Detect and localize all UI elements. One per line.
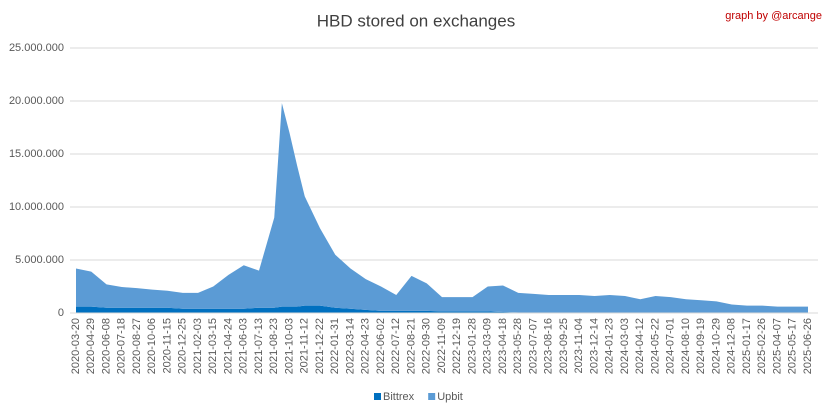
x-tick-label: 2021-03-15 <box>207 318 219 374</box>
y-tick-label: 10.000.000 <box>9 201 64 213</box>
x-tick-label: 2024-01-23 <box>604 318 616 374</box>
x-tick-label: 2025-06-26 <box>802 318 814 374</box>
annotation: graph by @arcange <box>725 10 822 22</box>
x-tick-label: 2021-07-13 <box>253 318 265 374</box>
legend-label: Bittrex <box>383 391 415 403</box>
x-tick-label: 2021-11-12 <box>299 318 311 373</box>
x-tick-label: 2024-10-29 <box>710 318 722 374</box>
x-tick-label: 2023-08-16 <box>543 318 555 374</box>
x-tick-label: 2022-08-21 <box>405 318 417 374</box>
x-tick-label: 2023-09-25 <box>558 318 570 374</box>
x-tick-label: 2022-04-23 <box>360 318 372 374</box>
x-tick-label: 2024-07-01 <box>665 318 677 374</box>
x-tick-label: 2020-08-27 <box>131 318 143 374</box>
y-tick-label: 0 <box>58 307 64 319</box>
x-tick-label: 2020-04-29 <box>85 318 97 374</box>
x-tick-label: 2024-03-03 <box>619 318 631 374</box>
x-tick-label: 2020-12-25 <box>177 318 189 374</box>
x-tick-label: 2022-12-19 <box>451 318 463 374</box>
x-tick-label: 2023-03-09 <box>482 318 494 374</box>
x-tick-label: 2020-06-08 <box>100 318 112 374</box>
x-tick-label: 2025-02-26 <box>756 318 768 374</box>
x-tick-label: 2024-09-19 <box>695 318 707 374</box>
x-tick-label: 2020-07-18 <box>116 318 128 374</box>
area <box>76 103 808 313</box>
x-tick-label: 2022-11-09 <box>436 318 448 373</box>
y-tick-label: 5.000.000 <box>15 254 64 266</box>
y-tick-label: 15.000.000 <box>9 148 64 160</box>
x-tick-label: 2022-09-30 <box>421 318 433 374</box>
x-tick-label: 2024-12-08 <box>726 318 738 374</box>
x-tick-label: 2023-04-18 <box>497 318 509 374</box>
x-tick-label: 2021-06-03 <box>238 318 250 374</box>
x-tick-label: 2023-01-28 <box>466 318 478 374</box>
y-tick-label: 25.000.000 <box>9 42 64 54</box>
x-tick-label: 2021-02-03 <box>192 318 204 374</box>
x-tick-label: 2021-10-03 <box>283 318 295 374</box>
x-tick-label: 2022-07-12 <box>390 318 402 374</box>
x-tick-label: 2025-01-17 <box>741 318 753 374</box>
x-tick-label: 2021-08-23 <box>268 318 280 374</box>
x-tick-label: 2023-05-28 <box>512 318 524 374</box>
legend-label: Upbit <box>437 391 463 403</box>
x-tick-label: 2022-03-14 <box>344 318 356 374</box>
area <box>76 305 808 313</box>
x-tick-label: 2024-08-10 <box>680 318 692 374</box>
x-tick-label: 2020-03-20 <box>70 318 82 374</box>
x-tick-label: 2024-04-12 <box>634 318 646 374</box>
x-tick-label: 2021-04-24 <box>222 318 234 374</box>
y-tick-label: 20.000.000 <box>9 95 64 107</box>
x-tick-label: 2020-11-15 <box>161 318 173 373</box>
x-tick-label: 2020-10-06 <box>146 318 158 374</box>
x-tick-label: 2025-05-17 <box>787 318 799 374</box>
x-tick-label: 2025-04-07 <box>771 318 783 374</box>
x-tick-label: 2021-12-22 <box>314 318 326 374</box>
legend-swatch <box>428 393 436 400</box>
x-tick-label: 2023-11-04 <box>573 318 585 373</box>
legend-swatch <box>374 393 381 400</box>
x-tick-label: 2023-12-14 <box>588 318 600 374</box>
x-tick-label: 2022-01-31 <box>329 318 341 374</box>
x-tick-label: 2023-07-07 <box>527 318 539 374</box>
x-tick-label: 2022-06-02 <box>375 318 387 374</box>
chart-title: HBD stored on exchanges <box>317 11 515 30</box>
x-tick-label: 2024-05-22 <box>649 318 661 374</box>
